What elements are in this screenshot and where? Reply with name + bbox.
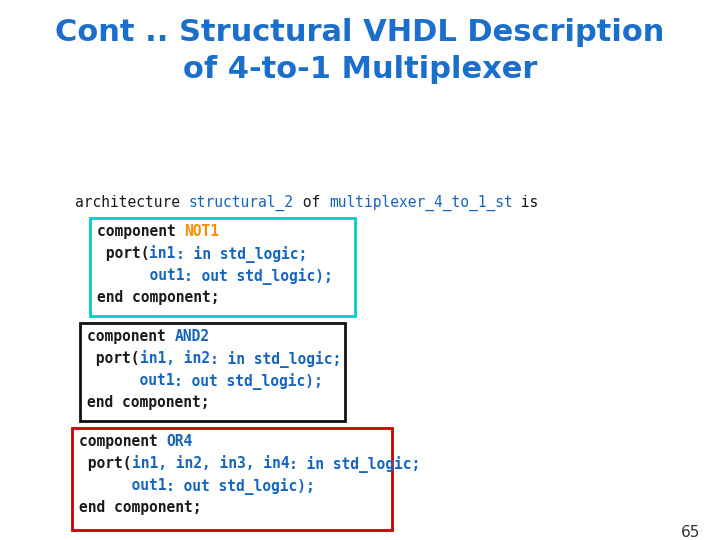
Text: of 4-to-1 Multiplexer: of 4-to-1 Multiplexer bbox=[183, 55, 537, 84]
Text: end component;: end component; bbox=[79, 500, 202, 515]
Bar bbox=[80, 323, 345, 421]
Text: end component;: end component; bbox=[97, 290, 220, 305]
Text: component: component bbox=[87, 329, 174, 344]
Text: in1, in2, in3, in4: in1, in2, in3, in4 bbox=[132, 456, 289, 471]
Text: component: component bbox=[79, 434, 166, 449]
Text: : out std_logic);: : out std_logic); bbox=[174, 373, 323, 390]
Text: out1: out1 bbox=[87, 373, 174, 388]
Bar bbox=[90, 218, 355, 316]
Text: in1, in2: in1, in2 bbox=[140, 351, 210, 366]
Text: multiplexer_4_to_1_st: multiplexer_4_to_1_st bbox=[329, 195, 513, 211]
Text: port(: port( bbox=[79, 456, 132, 471]
Text: of: of bbox=[294, 195, 329, 210]
Text: is: is bbox=[513, 195, 539, 210]
Text: Cont .. Structural VHDL Description: Cont .. Structural VHDL Description bbox=[55, 18, 665, 47]
Text: : in std_logic;: : in std_logic; bbox=[176, 246, 307, 263]
Text: NOT1: NOT1 bbox=[184, 224, 220, 239]
Text: 65: 65 bbox=[680, 525, 700, 540]
Text: : in std_logic;: : in std_logic; bbox=[210, 351, 341, 368]
Text: AND2: AND2 bbox=[174, 329, 210, 344]
Text: port(: port( bbox=[97, 246, 150, 261]
Bar bbox=[72, 428, 392, 530]
Text: out1: out1 bbox=[97, 268, 184, 283]
Text: in1: in1 bbox=[150, 246, 176, 261]
Text: out1: out1 bbox=[79, 478, 166, 493]
Text: end component;: end component; bbox=[87, 395, 210, 410]
Text: component: component bbox=[97, 224, 184, 239]
Text: : out std_logic);: : out std_logic); bbox=[184, 268, 333, 285]
Text: : out std_logic);: : out std_logic); bbox=[166, 478, 315, 495]
Text: structural_2: structural_2 bbox=[189, 195, 294, 211]
Text: : in std_logic;: : in std_logic; bbox=[289, 456, 420, 473]
Text: port(: port( bbox=[87, 351, 140, 366]
Text: OR4: OR4 bbox=[166, 434, 193, 449]
Text: architecture: architecture bbox=[75, 195, 189, 210]
